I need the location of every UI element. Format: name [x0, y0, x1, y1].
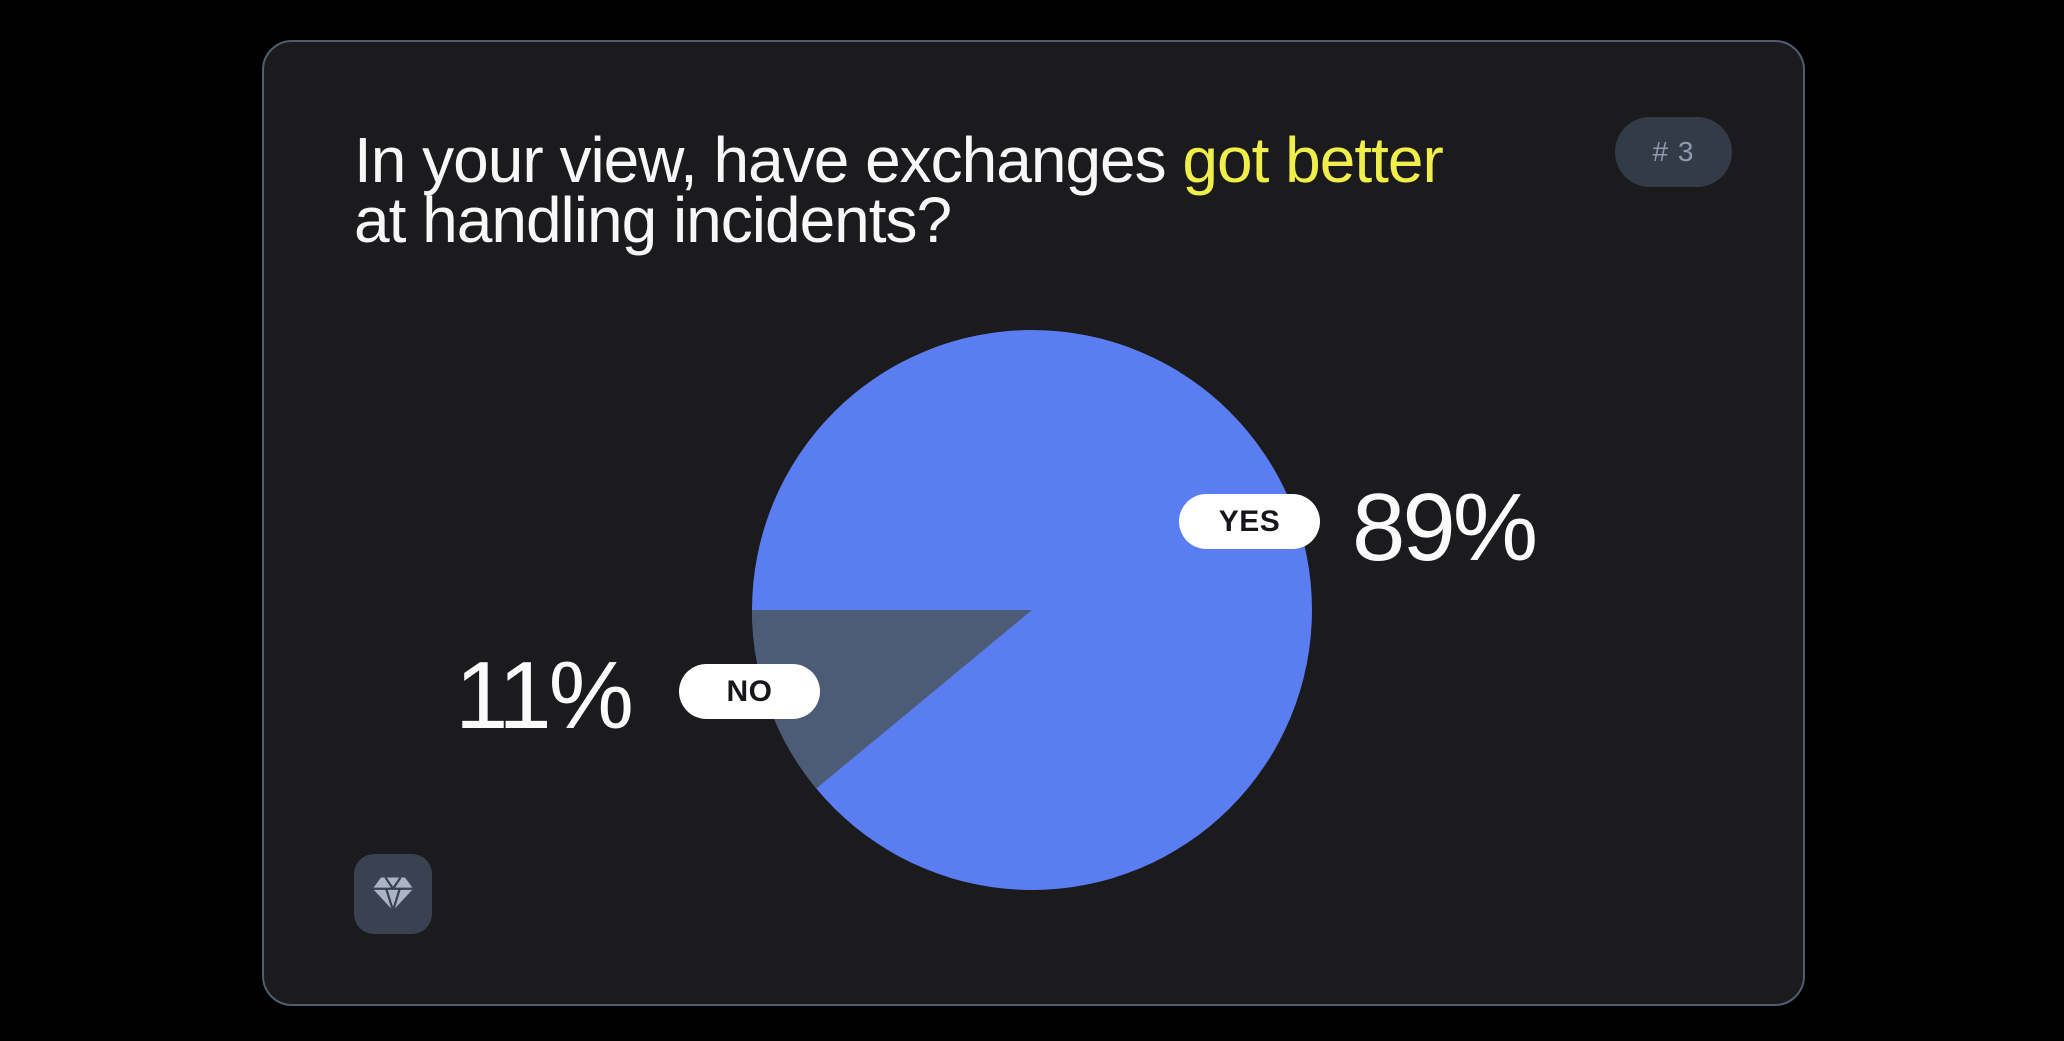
gem-icon: [372, 876, 414, 911]
question-text-part1: In your view, have exchanges: [354, 124, 1183, 196]
pie-chart: [752, 330, 1312, 890]
question-highlight: got better: [1182, 124, 1443, 196]
question-text-line2: at handling incidents?: [354, 184, 952, 256]
pie-chart-container: [752, 330, 1312, 890]
pie-slice-no: [752, 610, 1032, 789]
label-pill-yes: YES: [1179, 494, 1320, 549]
brand-logo-tile: [354, 854, 432, 934]
slide-number-badge: # 3: [1615, 117, 1732, 187]
slide-card: In your view, have exchanges got better …: [262, 40, 1805, 1006]
value-label-no: 11%: [454, 642, 634, 749]
label-pill-no: NO: [679, 664, 820, 719]
question-title: In your view, have exchanges got better …: [354, 128, 1444, 252]
value-label-yes: 89%: [1352, 474, 1538, 581]
